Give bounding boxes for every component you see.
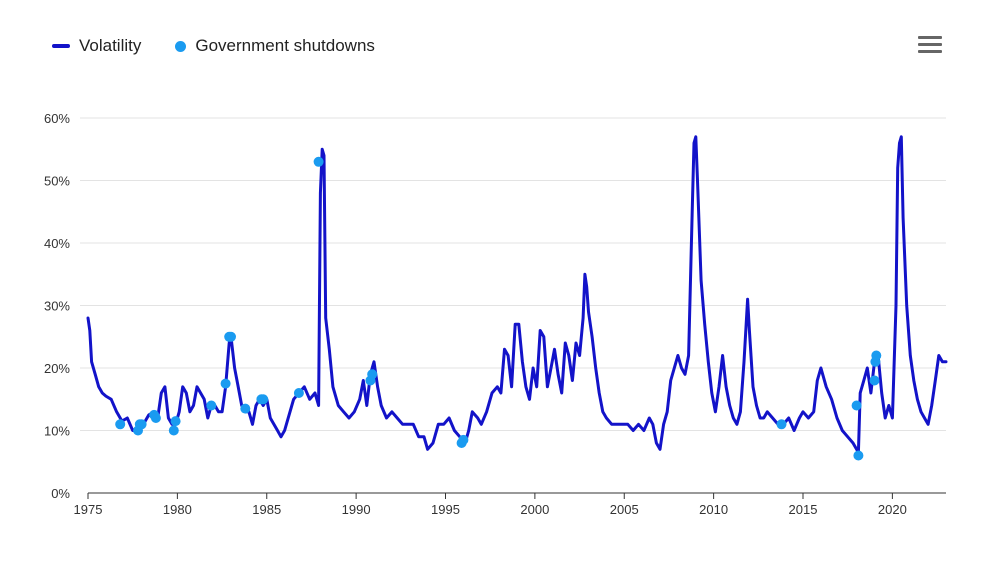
x-tick-label: 2000 bbox=[520, 502, 549, 517]
shutdown-point bbox=[776, 419, 787, 430]
shutdown-point bbox=[293, 388, 304, 398]
shutdown-point bbox=[853, 450, 864, 461]
shutdown-point bbox=[869, 375, 880, 386]
x-tick-label: 2015 bbox=[789, 502, 818, 517]
x-tick-label: 2010 bbox=[699, 502, 728, 517]
shutdown-point bbox=[851, 400, 862, 411]
y-tick-label: 10% bbox=[44, 424, 70, 439]
shutdown-point bbox=[168, 425, 179, 436]
y-tick-label: 60% bbox=[44, 111, 70, 126]
x-tick-label: 1975 bbox=[74, 502, 103, 517]
shutdown-point bbox=[258, 394, 269, 405]
legend-label-volatility: Volatility bbox=[79, 36, 142, 55]
shutdown-point bbox=[150, 413, 161, 423]
y-tick-label: 40% bbox=[44, 236, 70, 251]
shutdown-point bbox=[170, 416, 181, 427]
legend-swatch-dot bbox=[175, 40, 187, 52]
shutdown-point bbox=[871, 350, 882, 361]
shutdown-point bbox=[220, 378, 231, 389]
x-tick-label: 1990 bbox=[342, 502, 371, 517]
volatility-line bbox=[86, 135, 948, 454]
shutdown-point bbox=[226, 331, 236, 342]
shutdown-point bbox=[313, 156, 324, 167]
legend-swatch-line bbox=[52, 44, 70, 48]
shutdown-point bbox=[240, 403, 251, 414]
x-tick-label: 1980 bbox=[163, 502, 192, 517]
y-tick-label: 20% bbox=[44, 361, 70, 376]
shutdown-point bbox=[136, 419, 147, 430]
y-tick-label: 30% bbox=[44, 299, 70, 314]
shutdown-point bbox=[206, 400, 217, 411]
legend-label-government-shutdowns: Government shutdowns bbox=[195, 36, 375, 55]
x-tick-label: 1985 bbox=[252, 502, 281, 517]
x-tick-label: 1995 bbox=[431, 502, 460, 517]
shutdown-point bbox=[115, 419, 126, 430]
x-tick-label: 2005 bbox=[610, 502, 639, 517]
legend: Volatility Government shutdowns bbox=[52, 36, 375, 56]
shutdown-point bbox=[367, 369, 378, 380]
shutdown-point bbox=[458, 434, 469, 445]
y-tick-label: 50% bbox=[44, 174, 70, 189]
hamburger-menu-icon[interactable] bbox=[918, 36, 942, 56]
y-tick-label: 0% bbox=[51, 486, 70, 501]
legend-item-government-shutdowns[interactable]: Government shutdowns bbox=[175, 36, 375, 56]
x-tick-label: 2020 bbox=[878, 502, 907, 517]
legend-item-volatility[interactable]: Volatility bbox=[52, 36, 141, 56]
